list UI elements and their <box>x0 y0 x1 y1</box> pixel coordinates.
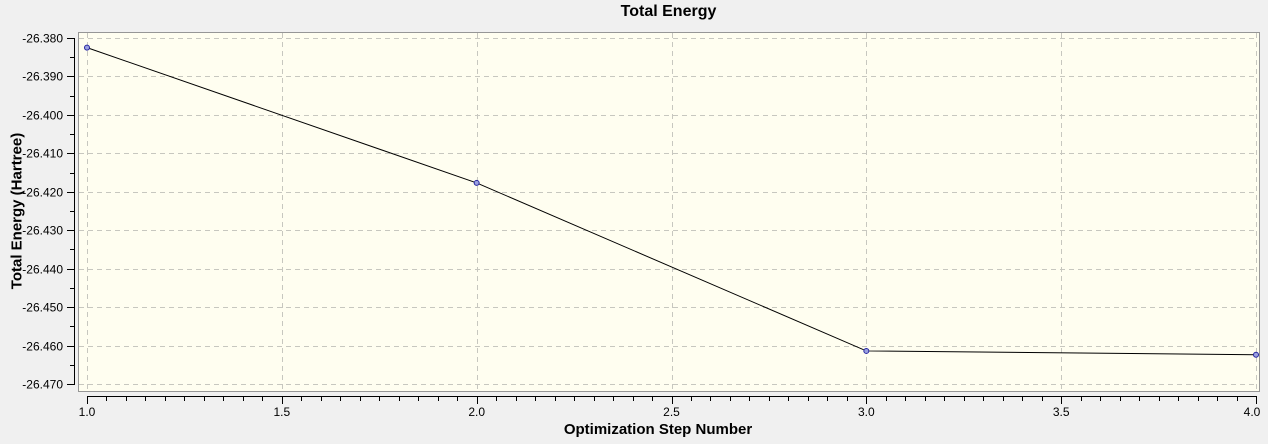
x-tick-label: 1.5 <box>273 405 290 419</box>
y-tick-label: -26.420 <box>22 186 63 200</box>
data-point-marker <box>1253 351 1259 358</box>
x-tick-label: 1.0 <box>79 405 96 419</box>
y-tick-label: -26.440 <box>22 263 63 277</box>
data-point-marker <box>863 347 870 354</box>
y-tick-label: -26.400 <box>22 109 63 123</box>
y-tick-label: -26.390 <box>22 70 63 84</box>
chart-title: Total Energy <box>620 3 717 20</box>
x-tick-label: 3.0 <box>858 405 875 419</box>
y-tick-label: -26.460 <box>22 340 63 354</box>
y-tick-label: -26.410 <box>22 147 63 161</box>
y-tick-label: -26.450 <box>22 301 63 315</box>
y-tick-label: -26.380 <box>22 32 63 46</box>
y-axis-title: Total Energy (Hartree) <box>8 132 26 290</box>
data-point-marker <box>473 179 480 186</box>
y-tick-label: -26.470 <box>22 378 63 392</box>
x-tick-label: 2.0 <box>468 405 485 419</box>
plot-background <box>78 32 1260 392</box>
x-tick-label: 4.0 <box>1244 405 1261 419</box>
x-tick-label: 3.5 <box>1053 405 1070 419</box>
data-line <box>86 47 1257 356</box>
x-axis-title: Optimization Step Number <box>563 421 753 438</box>
y-tick-label: -26.430 <box>22 224 63 238</box>
x-tick-label: 2.5 <box>663 405 680 419</box>
data-point-marker <box>84 44 90 51</box>
